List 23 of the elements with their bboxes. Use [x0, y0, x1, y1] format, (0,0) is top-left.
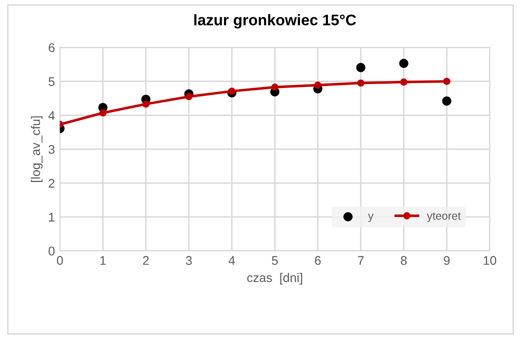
y-axis-title: [log_av_cfu] — [30, 116, 43, 182]
x-tick-label: 7 — [358, 256, 364, 265]
x-tick-label: 6 — [314, 256, 321, 265]
x-tick-label: 2 — [143, 256, 149, 265]
chart-title: lazur gronkowiec 15°C — [194, 14, 356, 28]
legend-label: yteoret — [426, 212, 461, 222]
y-tick-label: 0 — [48, 246, 55, 256]
y-tick-label: 5 — [48, 77, 55, 86]
x-tick-label: 5 — [272, 256, 278, 265]
x-tick-label: 0 — [56, 256, 63, 265]
y-tick-label: 3 — [48, 144, 55, 154]
x-tick-label: 9 — [444, 256, 450, 265]
y-tick-label: 1 — [49, 212, 54, 222]
x-tick-label: 1 — [100, 256, 106, 265]
y-tick-label: 4 — [48, 111, 55, 120]
x-tick-label: 4 — [228, 256, 235, 265]
x-axis-title: czas [dni] — [247, 272, 302, 285]
x-tick-label: 8 — [400, 256, 407, 265]
y-tick-label: 2 — [48, 178, 54, 188]
y-tick-label: 6 — [48, 43, 55, 52]
x-tick-label: 10 — [484, 256, 496, 265]
legend-label: y — [368, 214, 374, 222]
x-tick-label: 3 — [186, 256, 192, 265]
